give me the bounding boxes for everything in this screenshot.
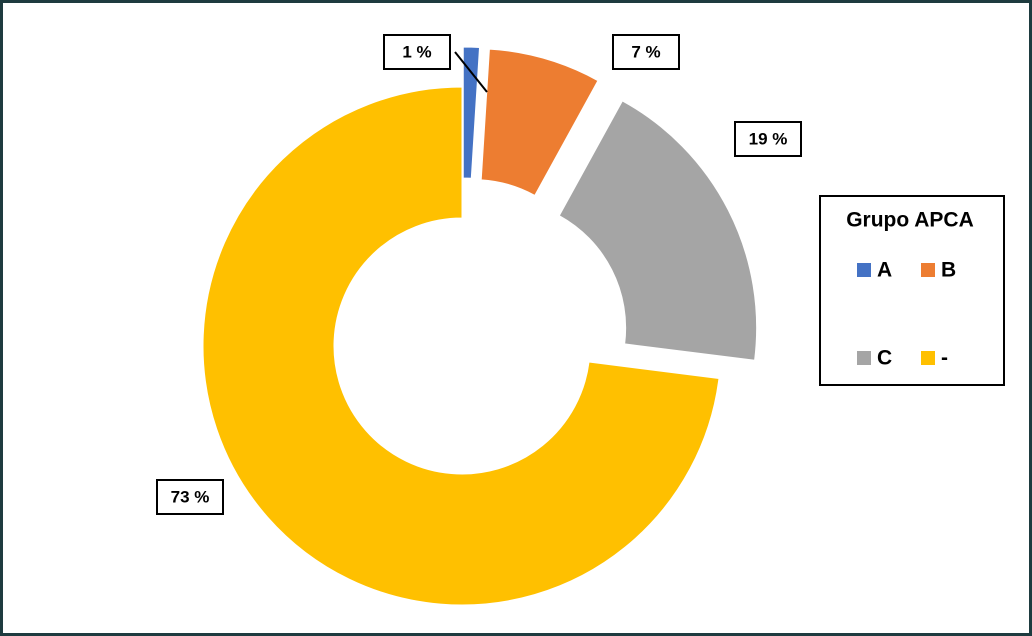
data-label: 19 % (749, 129, 788, 148)
legend-swatch (857, 263, 871, 277)
data-label-box (383, 34, 451, 70)
legend-label: - (941, 347, 948, 370)
donut-segment (558, 100, 758, 361)
donut-segment (202, 86, 720, 606)
leader-line (454, 51, 488, 93)
data-label-box (612, 34, 680, 70)
legend-box (819, 195, 1005, 386)
legend-swatch (857, 351, 871, 365)
data-label: 7 % (631, 42, 660, 61)
legend-swatch (921, 351, 935, 365)
donut-segment (480, 48, 599, 197)
legend-swatch (921, 263, 935, 277)
legend-label: C (877, 347, 892, 370)
legend-title: Grupo APCA (846, 209, 974, 232)
donut-segment (462, 46, 481, 179)
data-label-box (156, 479, 224, 515)
data-label-box (734, 121, 802, 157)
data-label: 1 % (402, 42, 431, 61)
legend-label: A (877, 259, 892, 282)
data-label: 73 % (171, 487, 210, 506)
legend-label: B (941, 259, 956, 282)
